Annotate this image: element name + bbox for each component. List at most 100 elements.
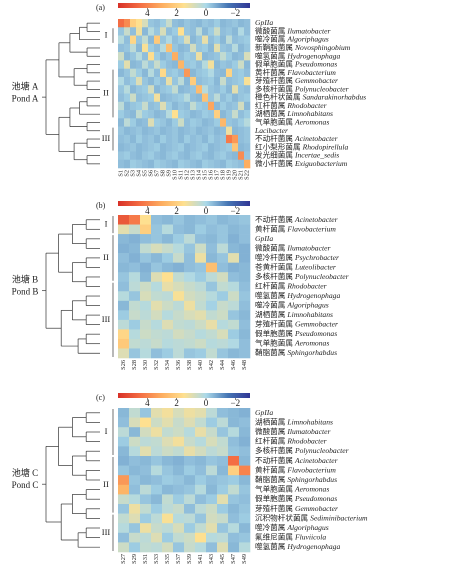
heatmap-cell — [206, 456, 218, 466]
heatmap-cell — [178, 60, 185, 69]
heatmap-cell — [195, 329, 207, 340]
heatmap-cell — [129, 446, 141, 457]
heatmap-cell — [173, 224, 185, 235]
heatmap-cell — [118, 134, 125, 144]
heatmap-cell — [208, 134, 215, 144]
heatmap-cell — [239, 484, 251, 495]
heatmap-cell — [130, 52, 137, 61]
heatmap-cell — [129, 300, 141, 311]
row-label-cn: 噬冷菌属 — [255, 522, 285, 532]
heatmap-cell — [195, 262, 207, 273]
colorbar-tick-label: 2 — [174, 8, 179, 18]
heatmap-cell — [142, 151, 149, 161]
heatmap-cell — [232, 151, 239, 161]
heatmap-cell — [220, 76, 227, 86]
heatmap-cell — [173, 436, 185, 447]
heatmap-cell — [172, 118, 179, 127]
heatmap-cell — [195, 234, 207, 244]
row-label-cn: 噬冷杆菌属 — [255, 252, 293, 262]
heatmap-cell — [228, 523, 240, 534]
heatmap-cell — [239, 338, 251, 349]
heatmap-cell — [166, 76, 173, 86]
row-label: 红杆菌属 Rhodobacter — [255, 100, 327, 110]
heatmap-cell — [118, 262, 130, 273]
heatmap-cell — [217, 484, 229, 495]
heatmap-cell — [239, 427, 251, 438]
heatmap-cell — [151, 272, 163, 283]
heatmap-cell — [160, 110, 167, 119]
heatmap-cell — [206, 262, 218, 273]
pond-label: 池塘 A — [12, 81, 39, 92]
row-label-cn: 红杆菌属 — [255, 280, 285, 290]
heatmap-cell — [238, 118, 245, 127]
row-label-latin: Sphingorhabdus — [287, 475, 337, 484]
heatmap-cell — [244, 101, 251, 111]
row-label-cn: 假单胞菌属 — [255, 493, 293, 503]
heatmap-cell — [238, 19, 245, 28]
row-label-latin: Algoriphagus — [286, 34, 328, 43]
heatmap-cell — [214, 43, 221, 53]
heatmap-cell — [130, 151, 137, 161]
row-label: 红杆菌属 Rhodobacter — [255, 280, 327, 290]
heatmap-cell — [220, 110, 227, 119]
heatmap-cell — [206, 272, 218, 283]
heatmap-cell — [208, 151, 215, 161]
heatmap-cell — [190, 143, 197, 152]
heatmap-cell — [129, 465, 141, 476]
heatmap-cell — [118, 151, 125, 161]
row-label: 苍黄杆菌属 Luteolibacter — [255, 261, 336, 271]
row-label: GpIIa — [255, 18, 273, 27]
heatmap-cell — [178, 118, 185, 127]
column-label: S17 — [213, 170, 220, 180]
column-label: S34 — [164, 359, 171, 370]
heatmap-cell — [190, 110, 197, 119]
heatmap-cell — [208, 126, 215, 136]
heatmap-cell — [160, 76, 167, 86]
heatmap-cell — [184, 101, 191, 111]
heatmap-cell — [217, 348, 229, 359]
heatmap-cell — [239, 262, 251, 273]
heatmap-cell — [228, 446, 240, 457]
heatmap-cell — [196, 35, 203, 45]
heatmap-cell — [148, 134, 155, 144]
heatmap-cell — [151, 234, 163, 244]
heatmap-cell — [228, 281, 240, 292]
panel-label: (c) — [96, 393, 105, 402]
heatmap-cell — [140, 329, 152, 340]
heatmap-cell — [184, 159, 191, 169]
row-label: 噬氢菌属 Hydrogenophaga — [255, 50, 340, 60]
heatmap-cell — [136, 43, 143, 53]
heatmap-cell — [228, 504, 240, 514]
heatmap-cell — [118, 101, 125, 111]
heatmap-cell — [173, 281, 185, 292]
heatmap-cell — [228, 494, 240, 505]
heatmap-cell — [172, 101, 179, 111]
heatmap-cell — [206, 348, 218, 359]
heatmap-cell — [195, 513, 207, 524]
row-label: 假单胞菌属 Pseudomonas — [255, 328, 337, 338]
heatmap-cell — [166, 143, 173, 152]
heatmap-cell — [208, 68, 215, 78]
row-label-latin: Ilumatobacter — [286, 427, 330, 436]
heatmap-cell — [118, 504, 130, 514]
heatmap-cell — [140, 408, 152, 418]
column-label: S49 — [241, 554, 248, 564]
row-label-cn: 苍黄杆菌属 — [255, 261, 293, 271]
row-label-cn: 芽殖杆菌属 — [255, 75, 293, 85]
heatmap-cell — [232, 43, 239, 53]
heatmap-cell — [232, 143, 239, 152]
heatmap-cell — [228, 234, 240, 244]
column-label: S29 — [131, 554, 138, 564]
heatmap-cell — [118, 43, 125, 53]
row-label-latin: Rhodobacter — [286, 281, 326, 290]
heatmap-cell — [220, 68, 227, 78]
row-label: 芽殖杆菌属 Gemmobacter — [255, 75, 338, 85]
heatmap-cell — [206, 436, 218, 447]
heatmap-cell — [239, 513, 251, 524]
group-label: III — [102, 527, 111, 537]
heatmap-cell — [151, 408, 163, 418]
heatmap-cell — [217, 542, 229, 553]
heatmap-cell — [160, 118, 167, 127]
row-label-cn: 噬冷菌属 — [255, 33, 285, 43]
heatmap-cell — [140, 243, 152, 254]
